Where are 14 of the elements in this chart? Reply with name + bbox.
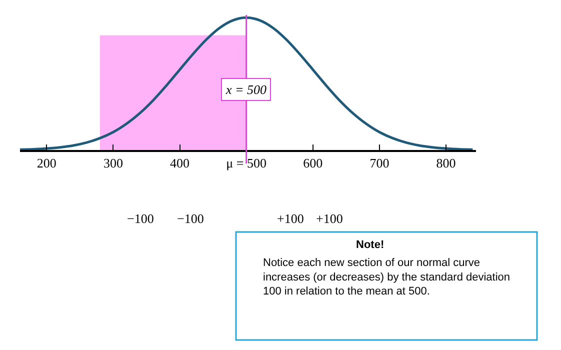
text: Notice each new section of our normal curve increases (or decreases) by the standard deviation 100 in relation to the mean at 500.	[263, 257, 510, 298]
x-tick-label: 800	[436, 155, 456, 170]
text: −100	[177, 211, 204, 226]
x-tick-label: μ = 500	[226, 155, 266, 170]
text: −100	[127, 211, 154, 226]
x-tick-label: 700	[370, 155, 390, 170]
text: +100	[277, 211, 304, 226]
x-tick-label: 600	[303, 155, 323, 170]
ref-line-label: x = 500	[225, 82, 268, 97]
x-tick-label: 300	[103, 155, 123, 170]
text: +100	[316, 211, 343, 226]
text: Note!	[356, 239, 384, 251]
x-tick-label: 400	[170, 155, 190, 170]
x-tick-label: 200	[36, 155, 56, 170]
